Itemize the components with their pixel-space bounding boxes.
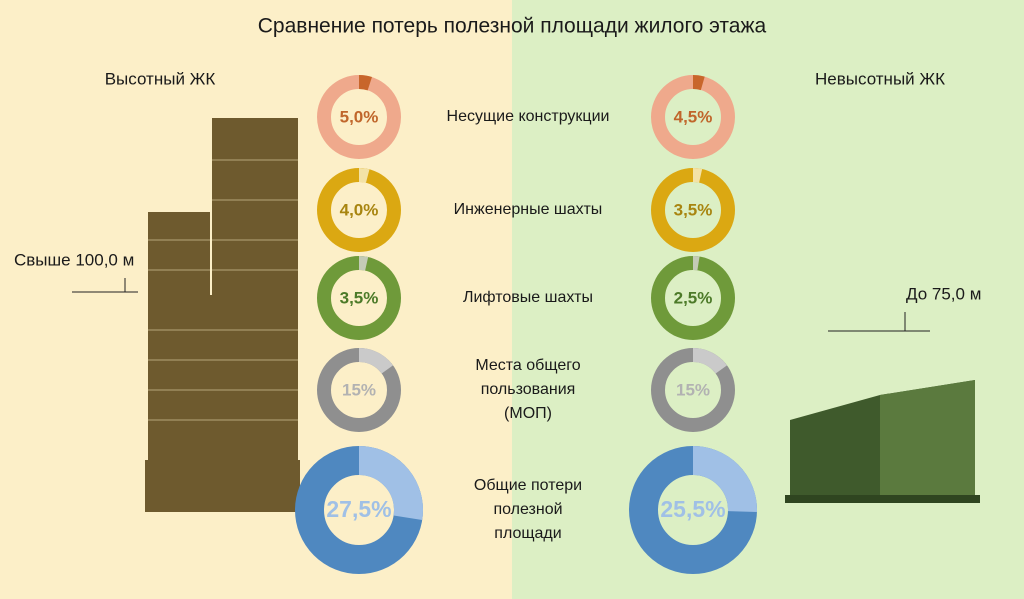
value-label: 27,5%	[326, 496, 391, 522]
low-building	[785, 380, 980, 503]
row-label: (МОП)	[504, 405, 552, 422]
right-height: До 75,0 м	[906, 284, 981, 303]
donut-slice	[358, 168, 370, 183]
left-label: Высотный ЖК	[105, 69, 216, 88]
right-label: Невысотный ЖК	[815, 69, 945, 88]
row-label: пользования	[481, 381, 576, 398]
row-label: Несущие конструкции	[447, 108, 610, 125]
value-label: 15%	[342, 380, 376, 399]
row-label: Общие потери	[474, 477, 582, 494]
value-label: 3,5%	[340, 288, 379, 307]
row-label: площади	[494, 525, 561, 542]
donut-slice	[692, 168, 703, 183]
value-label: 2,5%	[674, 288, 713, 307]
value-label: 3,5%	[674, 200, 713, 219]
value-label: 25,5%	[660, 496, 725, 522]
height-markers	[72, 278, 930, 332]
value-label: 15%	[676, 380, 710, 399]
donut-slice	[358, 75, 372, 91]
row-label: Места общего	[475, 357, 580, 374]
donut-slice	[358, 256, 369, 271]
left-height: Свыше 100,0 м	[14, 250, 134, 269]
donut-slice	[358, 348, 393, 374]
donut-slice	[358, 446, 423, 521]
tall-building-grid	[148, 159, 298, 421]
row-label: Инженерные шахты	[454, 201, 603, 218]
donut-slice	[692, 75, 705, 91]
title: Сравнение потерь полезной площади жилого…	[258, 15, 767, 38]
row-label: Лифтовые шахты	[463, 289, 593, 306]
donut-slice	[692, 348, 727, 374]
value-label: 5,0%	[340, 107, 379, 126]
value-label: 4,0%	[340, 200, 379, 219]
row-label: полезной	[493, 501, 562, 518]
tall-building	[145, 118, 300, 512]
value-label: 4,5%	[674, 107, 713, 126]
donut-slice	[692, 446, 757, 512]
